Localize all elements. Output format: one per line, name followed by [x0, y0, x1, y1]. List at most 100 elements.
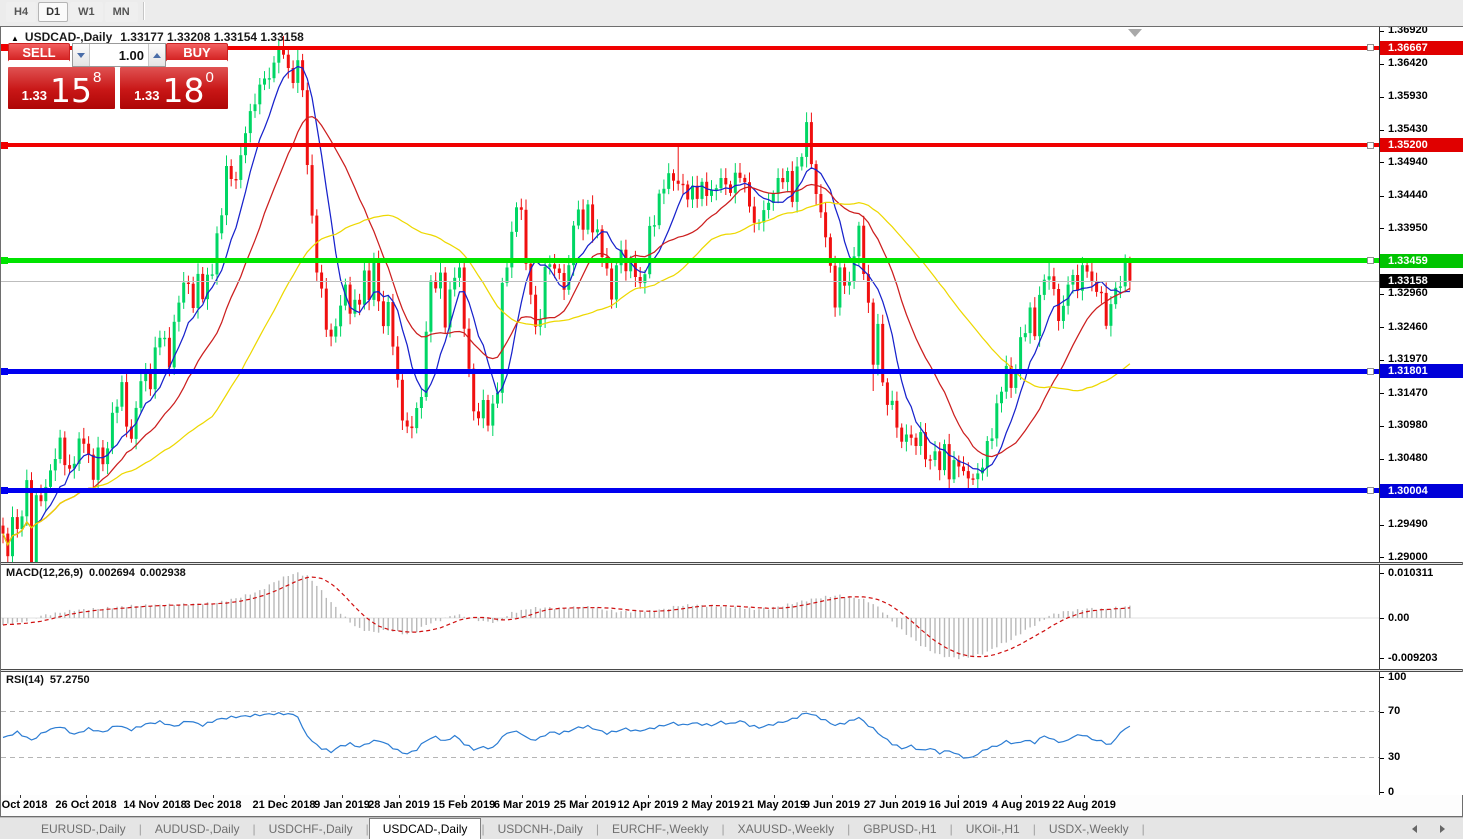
- tab-separator: |: [481, 822, 485, 836]
- date-label: 8 Oct 2018: [0, 799, 48, 811]
- price-tick: [1380, 228, 1384, 230]
- chart-ohlc-values: 1.33177 1.33208 1.33154 1.33158: [120, 30, 304, 44]
- rsi-label: RSI(14) 57.2750: [6, 674, 90, 686]
- price-scale-label: 1.29000: [1388, 550, 1428, 562]
- tab-separator: |: [1141, 822, 1145, 836]
- macd-signal-value: 0.002938: [139, 567, 186, 579]
- sell-price-sup: 8: [92, 69, 102, 86]
- price-scale-label: 1.30980: [1388, 419, 1428, 432]
- hline-drag-handle[interactable]: [1367, 257, 1374, 265]
- hline-left-marker: [1, 487, 8, 494]
- tab-eurchf[interactable]: EURCHF-,Weekly: [612, 822, 709, 836]
- date-tick: [20, 795, 21, 798]
- price-tick: [1380, 129, 1384, 131]
- rsi-scale-label: 30: [1388, 751, 1401, 763]
- date-tick: [213, 795, 214, 798]
- volume-input[interactable]: [90, 44, 148, 66]
- price-scale-label: 1.32960: [1388, 287, 1428, 300]
- tab-eurusd[interactable]: EURUSD-,Daily: [41, 822, 126, 836]
- sell-price-big: 15: [49, 71, 92, 110]
- hline-1.31801[interactable]: [1, 368, 1379, 374]
- date-tick: [648, 795, 649, 798]
- hline-1.33459[interactable]: [1, 258, 1379, 264]
- rsi-tick: [1380, 792, 1384, 793]
- price-tick: [1380, 195, 1384, 197]
- one-click-trading-toggle-icon[interactable]: ▲: [11, 34, 19, 43]
- tab-separator: |: [138, 822, 142, 836]
- timeframe-button-h4[interactable]: H4: [6, 2, 37, 22]
- rsi-chart-canvas[interactable]: [1, 672, 1379, 795]
- hline-1.36667[interactable]: [1, 45, 1379, 50]
- buy-price-prefix: 1.33: [134, 88, 160, 103]
- macd-tick: [1380, 618, 1384, 619]
- hline-1.35200[interactable]: [1, 143, 1379, 147]
- tab-gbpusd[interactable]: GBPUSD-,H1: [863, 822, 937, 836]
- sell-button[interactable]: SELL: [8, 43, 70, 62]
- tab-usdcnh[interactable]: USDCNH-,Daily: [497, 822, 583, 836]
- buy-price-big: 18: [162, 71, 205, 110]
- chart-tab-bar: EURUSD-,Daily | AUDUSD-,Daily | USDCHF-,Dail…: [0, 817, 1463, 839]
- price-tick: [1380, 162, 1384, 164]
- timeframe-button-w1[interactable]: W1: [70, 2, 103, 22]
- toolbar-divider: [142, 1, 144, 20]
- date-tick: [86, 795, 87, 798]
- buy-price-panel[interactable]: 1.33 18 0: [120, 67, 228, 109]
- rsi-scale-label: 0: [1388, 785, 1395, 796]
- hline-1.30004[interactable]: [1, 488, 1379, 493]
- price-scale-label: 1.35430: [1388, 123, 1428, 136]
- price-scale[interactable]: 1.36920 1.36420 1.35930 1.35430 1.34940 1.344…: [1379, 27, 1463, 562]
- tab-scroll-left-icon[interactable]: [1412, 825, 1417, 833]
- hline-drag-handle[interactable]: [1367, 141, 1374, 149]
- volume-increase-button[interactable]: [148, 44, 165, 66]
- price-tick: [1380, 425, 1384, 427]
- hline-drag-handle[interactable]: [1367, 487, 1374, 494]
- price-scale-label: 1.34940: [1388, 155, 1428, 168]
- date-label: 25 Mar 2019: [553, 799, 617, 811]
- date-tick: [522, 795, 523, 798]
- tab-scroll-right-icon[interactable]: [1440, 825, 1445, 833]
- chart-symbol-label: USDCAD-,Daily: [24, 30, 113, 44]
- macd-tick: [1380, 573, 1384, 574]
- hline-drag-handle[interactable]: [1367, 44, 1374, 51]
- current-price-tag: 1.33158: [1380, 273, 1463, 288]
- tab-usdx[interactable]: USDX-,Weekly: [1048, 822, 1129, 836]
- tab-separator: |: [847, 822, 851, 836]
- chart-title: ▲ USDCAD-,Daily 1.33177 1.33208 1.33154 1.…: [11, 30, 304, 44]
- date-label: 12 Apr 2019: [617, 799, 679, 811]
- timeframe-button-mn[interactable]: MN: [104, 2, 138, 22]
- tab-xauusd[interactable]: XAUUSD-,Weekly: [737, 822, 835, 836]
- price-tick: [1380, 96, 1384, 98]
- rsi-scale-label: 70: [1388, 705, 1401, 717]
- hline-drag-handle[interactable]: [1367, 367, 1374, 375]
- tab-usdchf[interactable]: USDCHF-,Daily: [268, 822, 353, 836]
- tab-separator: |: [721, 822, 725, 836]
- chart-shift-marker-icon[interactable]: [1128, 29, 1142, 37]
- price-scale-label: 1.33950: [1388, 221, 1428, 234]
- pane-divider[interactable]: [1, 669, 1462, 672]
- price-tag-1.33459: 1.33459: [1380, 253, 1463, 268]
- tab-audusd[interactable]: AUDUSD-,Daily: [154, 822, 240, 836]
- tab-usdcad[interactable]: USDCAD-,Daily: [368, 818, 482, 839]
- price-tick: [1380, 557, 1384, 559]
- date-tick: [342, 795, 343, 798]
- date-tick: [958, 795, 959, 798]
- sell-price-panel[interactable]: 1.33 15 8: [8, 67, 115, 109]
- hline-left-marker: [1, 44, 8, 51]
- price-tick: [1380, 293, 1384, 295]
- pane-divider[interactable]: [1, 562, 1462, 565]
- date-tick: [832, 795, 833, 798]
- buy-button[interactable]: BUY: [166, 43, 228, 62]
- timeframe-button-d1[interactable]: D1: [38, 2, 69, 22]
- volume-stepper: [72, 43, 166, 67]
- hline-left-marker: [1, 141, 8, 149]
- price-tick: [1380, 458, 1384, 460]
- date-label: 2 May 2019: [681, 799, 741, 811]
- date-tick: [585, 795, 586, 798]
- price-chart-canvas[interactable]: [1, 27, 1379, 562]
- tab-ukoil[interactable]: UKOil-,H1: [965, 822, 1020, 836]
- volume-decrease-button[interactable]: [73, 44, 90, 66]
- macd-chart-canvas[interactable]: [1, 565, 1379, 669]
